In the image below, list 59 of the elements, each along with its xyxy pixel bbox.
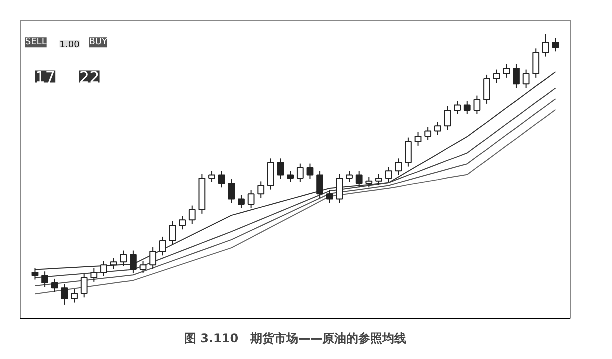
candlestick — [424, 126, 432, 142]
candlestick — [110, 258, 118, 270]
candlestick — [169, 221, 176, 246]
candlestick — [150, 247, 157, 270]
candlestick — [395, 158, 402, 176]
candlestick — [130, 250, 137, 274]
candlestick — [51, 278, 58, 293]
annotation: SELL — [25, 38, 47, 48]
candlestick — [208, 170, 216, 184]
candlestick — [474, 95, 481, 116]
candlestick — [316, 170, 324, 199]
annotation: 1.00 — [60, 40, 80, 51]
candlestick — [159, 236, 166, 256]
annotation: BUY — [89, 38, 108, 48]
candlestick — [179, 216, 186, 230]
candlestick — [100, 260, 108, 278]
candlestick — [228, 179, 236, 204]
candlestick — [90, 268, 98, 282]
candlestick — [385, 166, 392, 184]
candlestick — [405, 137, 412, 168]
candlestick — [434, 122, 442, 136]
candlestick — [120, 250, 128, 267]
candlestick — [444, 106, 452, 131]
candlestick — [513, 64, 520, 89]
candlestick — [542, 34, 550, 58]
candlestick — [464, 100, 471, 116]
candlestick — [268, 158, 274, 190]
candlestick — [287, 170, 294, 184]
candlestick — [61, 284, 68, 306]
candlestick — [484, 74, 490, 104]
candlestick — [522, 69, 530, 89]
candlestick — [493, 69, 500, 84]
candlestick — [552, 38, 560, 52]
candlestick — [188, 205, 196, 225]
candlestick — [248, 190, 255, 210]
candlestick — [140, 260, 147, 274]
candlestick — [414, 132, 422, 146]
candlestick — [346, 170, 353, 184]
annotation: 17 — [35, 68, 56, 87]
candlestick — [356, 170, 363, 188]
candlestick — [80, 273, 88, 298]
candlestick — [42, 271, 48, 288]
candlestick — [336, 174, 344, 204]
candlestick — [503, 64, 510, 78]
candlestick — [218, 170, 226, 188]
candlestick — [326, 190, 334, 204]
candlestick — [258, 181, 265, 199]
candlestick — [238, 194, 245, 210]
candlestick — [376, 174, 382, 186]
candlestick — [306, 163, 314, 180]
candlestick — [296, 163, 304, 184]
candlestick — [277, 158, 284, 180]
candlestick — [454, 100, 461, 116]
candlestick — [71, 289, 78, 304]
candlestick — [532, 48, 540, 78]
annotation: 22 — [79, 68, 100, 87]
candlestick — [32, 268, 39, 280]
text: 图 3.110 期货市场——原油的参照均线 — [184, 332, 407, 346]
candlestick — [366, 176, 373, 188]
